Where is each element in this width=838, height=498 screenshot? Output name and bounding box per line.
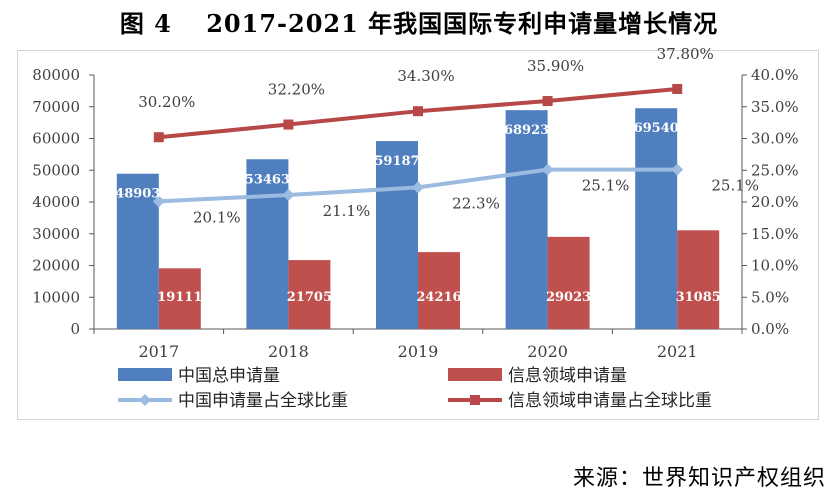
line-point-diamond <box>541 163 554 176</box>
y-right-tick-label: 10.0% <box>751 257 799 275</box>
line-data-label: 21.1% <box>323 202 371 220</box>
data-labels: 48903 53463 59187 68923 69540 19111 21705 24216… <box>115 45 759 305</box>
y-right-tick-label: 30.0% <box>751 130 799 148</box>
y-left-tick-label: 50000 <box>32 161 80 179</box>
x-tick-label: 2017 <box>138 342 179 361</box>
line-point-diamond <box>282 189 295 202</box>
line-point-square <box>672 83 683 94</box>
line-data-label: 30.20% <box>138 93 195 111</box>
y-left-tick-label: 0 <box>70 320 80 338</box>
source-note: 来源：世界知识产权组织 <box>572 466 826 491</box>
y-left-tick-label: 40000 <box>32 193 80 211</box>
line-data-label: 20.1% <box>193 208 241 226</box>
legend-label: 信息领域申请量 <box>508 366 627 386</box>
y-right-tick-label: 25.0% <box>751 161 799 179</box>
bar-data-label: 48903 <box>115 187 160 202</box>
axes: 0 10000 20000 30000 40000 50000 60000 70000 8000… <box>32 66 798 361</box>
bar-china-total <box>635 108 678 329</box>
line-point-diamond <box>412 181 424 194</box>
y-left-tick-label: 60000 <box>32 130 80 148</box>
line-point-square <box>283 119 294 130</box>
y-right-tick-label: 15.0% <box>751 225 799 243</box>
line-data-label: 34.30% <box>397 67 454 85</box>
legend-swatch-bar <box>118 368 172 381</box>
y-right-tick-label: 0.0% <box>751 320 789 338</box>
bar-data-label: 69540 <box>634 121 679 136</box>
bar-data-label: 24216 <box>416 290 461 305</box>
bar-info-field <box>418 252 460 329</box>
line-data-label: 25.1% <box>711 177 759 195</box>
x-tick-label: 2020 <box>527 342 568 361</box>
y-right-tick-label: 20.0% <box>751 193 799 211</box>
legend-swatch-bar <box>448 368 502 381</box>
x-tick-label: 2018 <box>268 342 309 361</box>
bar-china-total <box>246 159 289 329</box>
bar-info-field <box>158 268 201 329</box>
line-point-square <box>153 132 164 143</box>
chart-frame <box>17 50 819 420</box>
y-right-tick-label: 5.0% <box>751 288 789 306</box>
y-right-tick-label: 40.0% <box>751 66 799 84</box>
bar-data-label: 29023 <box>546 290 591 305</box>
bar-data-label: 68923 <box>504 123 549 138</box>
legend-label: 信息领域申请量占全球比重 <box>508 391 712 411</box>
line-data-label: 32.20% <box>268 81 325 99</box>
bar-data-label: 21705 <box>287 290 332 305</box>
line-point-square <box>413 106 423 117</box>
bar-info-field <box>547 236 590 329</box>
bar-data-label: 19111 <box>157 290 202 305</box>
bar-data-label: 59187 <box>374 154 419 169</box>
legend-marker-diamond <box>139 394 151 406</box>
line-data-label: 37.80% <box>657 45 714 63</box>
line-data-label: 22.3% <box>452 194 500 212</box>
line-data-label: 25.1% <box>582 177 630 195</box>
bar-info-field <box>288 260 331 329</box>
bar-china-total <box>116 173 159 329</box>
legend-marker-square <box>470 395 480 405</box>
line-point-square <box>542 96 553 107</box>
line-data-label: 35.90% <box>527 57 584 75</box>
bars <box>116 108 720 330</box>
y-left-tick-label: 20000 <box>32 257 80 275</box>
bar-info-field <box>677 230 720 329</box>
y-left-tick-label: 70000 <box>32 98 80 116</box>
bar-data-label: 53463 <box>245 172 290 187</box>
legend-label: 中国总申请量 <box>178 366 280 386</box>
lines <box>152 83 684 208</box>
bar-china-total <box>505 110 548 330</box>
x-tick-label: 2021 <box>657 342 698 361</box>
bar-china-total <box>376 141 418 329</box>
bar-data-label: 31085 <box>676 290 721 305</box>
line-point-diamond <box>152 195 165 208</box>
y-right-tick-label: 35.0% <box>751 98 799 116</box>
chart-title: 图 4 2017-2021 年我国国际专利申请量增长情况 <box>119 9 719 38</box>
x-tick-label: 2019 <box>398 342 439 361</box>
line-point-diamond <box>671 163 684 176</box>
y-left-tick-label: 30000 <box>32 225 80 243</box>
legend-label: 中国申请量占全球比重 <box>178 391 348 411</box>
y-left-tick-label: 80000 <box>32 66 80 84</box>
y-left-tick-label: 10000 <box>32 288 80 306</box>
